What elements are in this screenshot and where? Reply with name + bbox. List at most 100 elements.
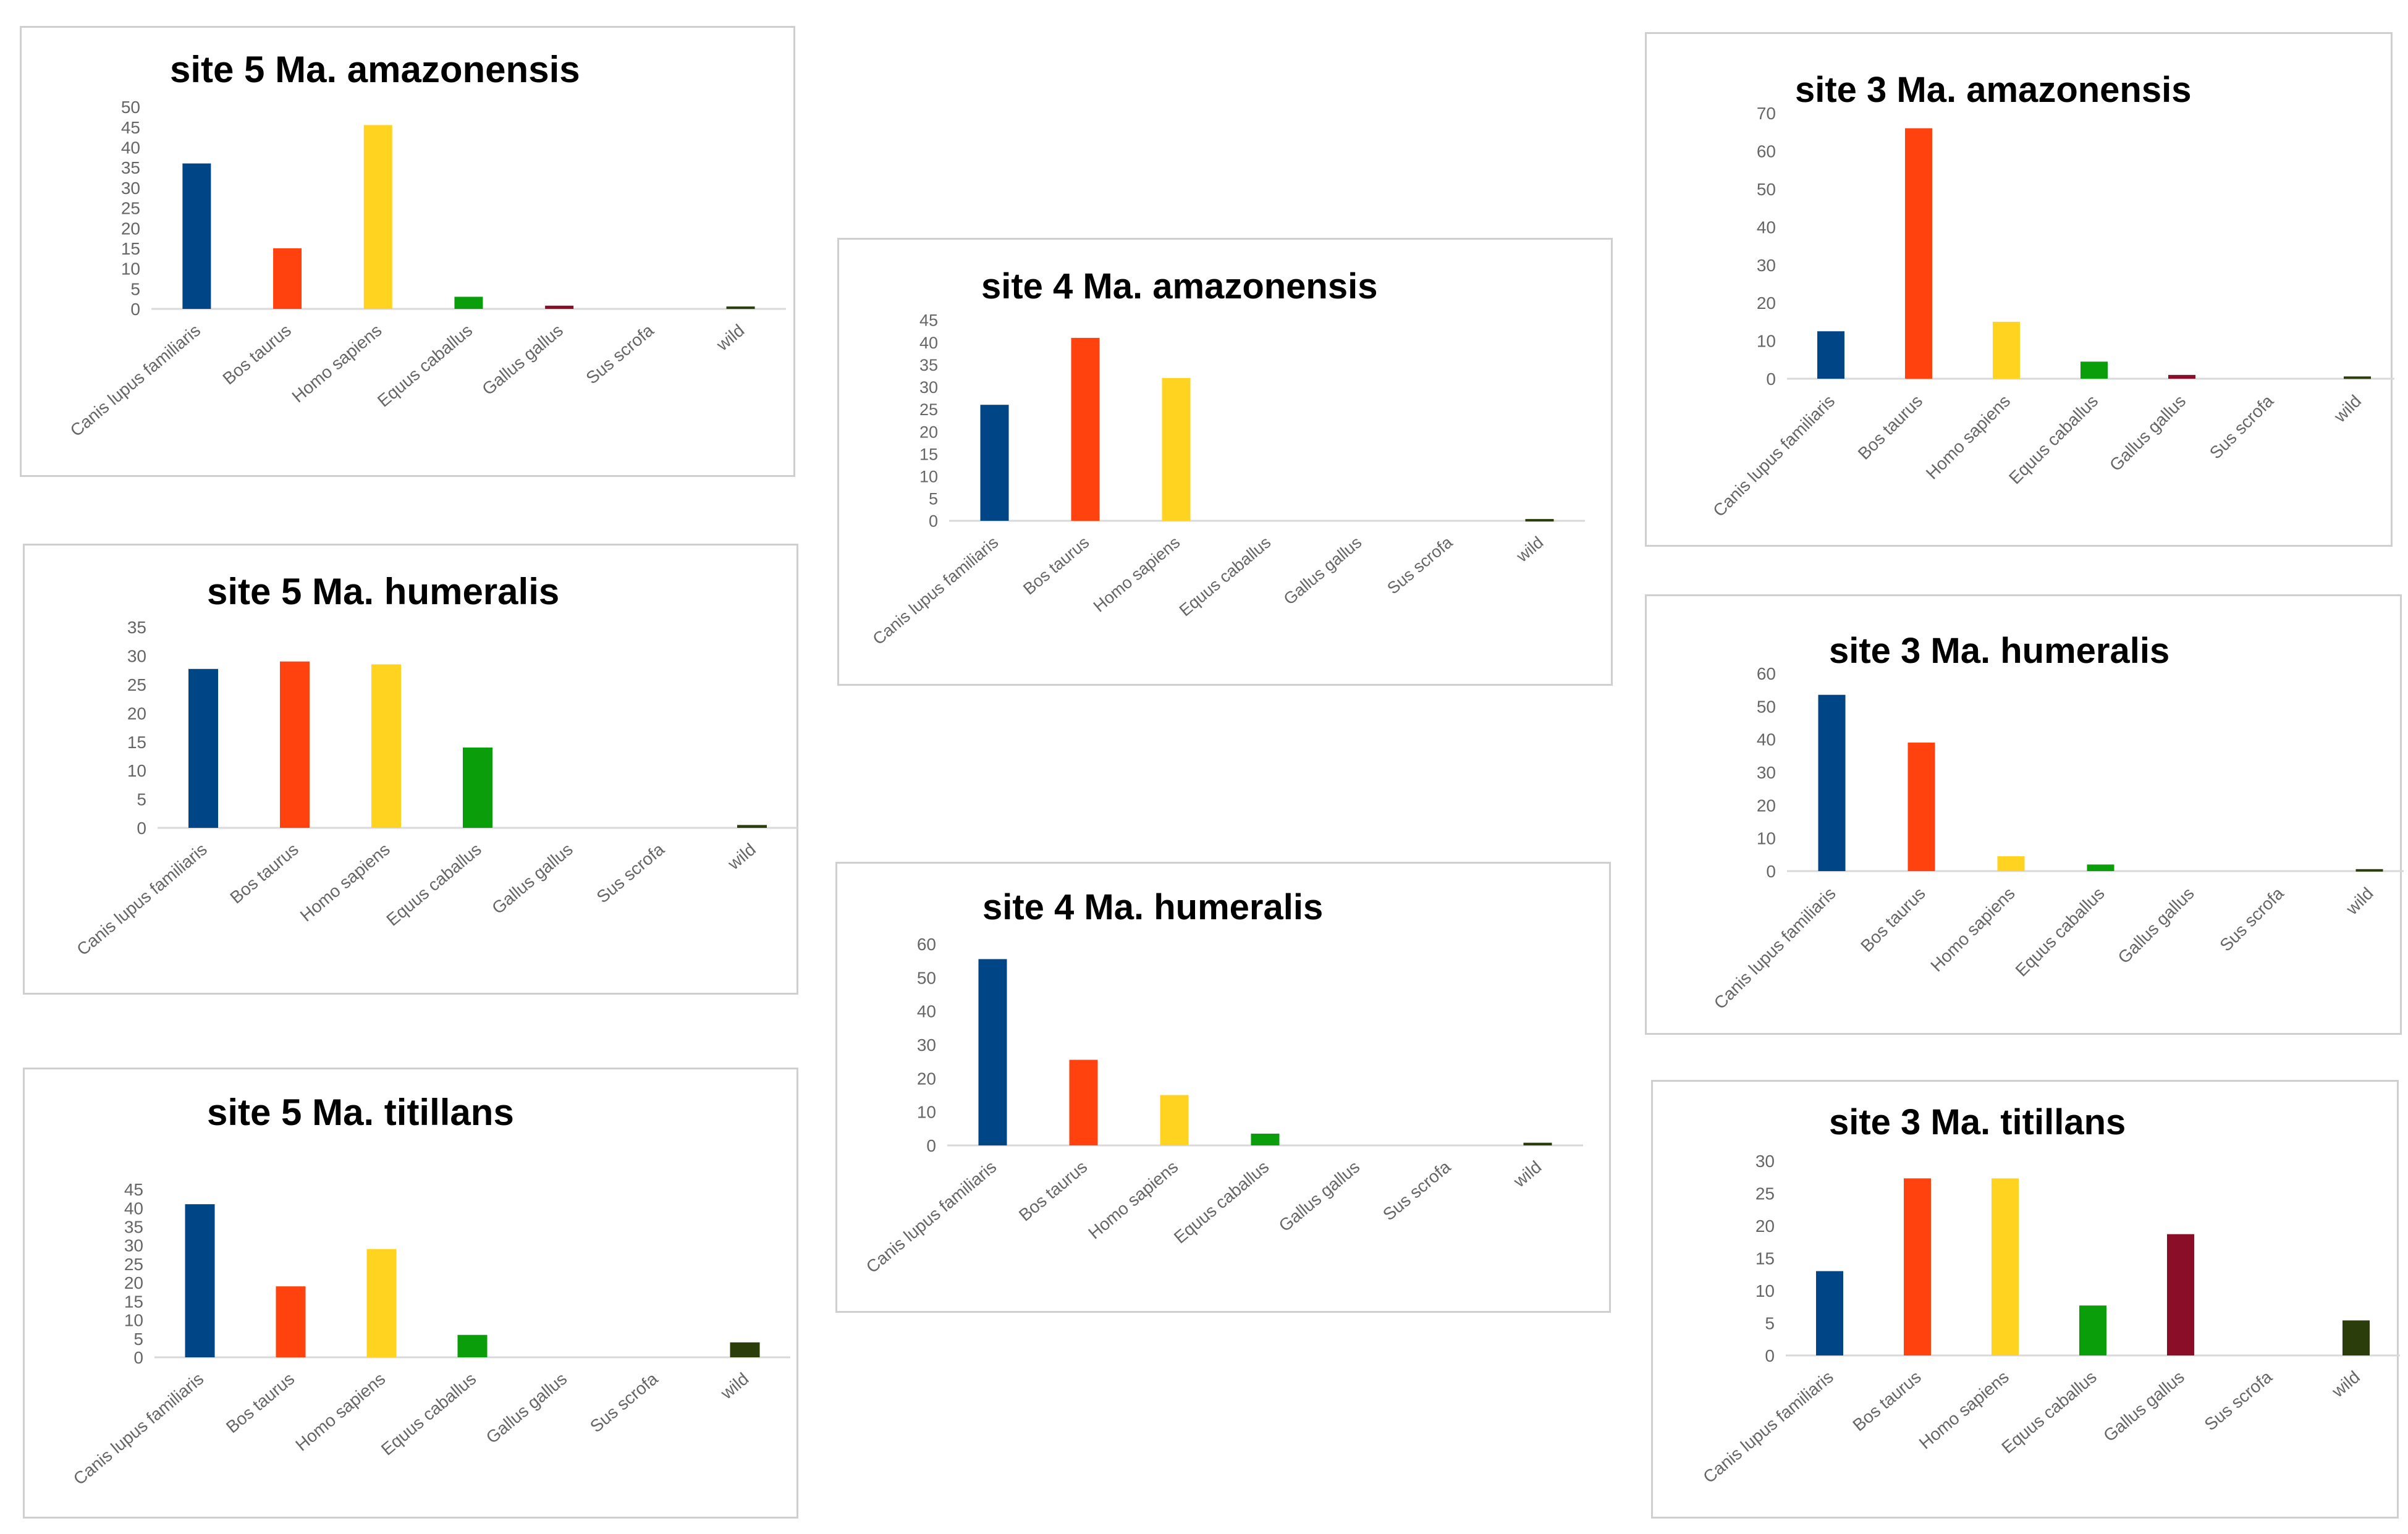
y-tick-label: 25: [919, 400, 938, 419]
bar-wild: [726, 306, 755, 310]
chart-title: site 3 Ma. humeralis: [1829, 631, 2169, 671]
bar-bos-taurus: [1069, 1060, 1098, 1145]
bar-wild: [1523, 1142, 1552, 1145]
y-tick-label: 30: [127, 647, 146, 666]
x-category-label: Homo sapiens: [292, 1369, 389, 1455]
bar-canis-lupus-familiaris: [980, 405, 1009, 521]
y-tick-label: 40: [919, 334, 938, 352]
x-category-label: Gallus gallus: [488, 840, 577, 918]
bar-wild: [2343, 1320, 2370, 1355]
bar-homo-sapiens: [1162, 377, 1191, 521]
bar-equus-caballus: [2081, 361, 2108, 379]
x-category-label: wild: [2330, 391, 2365, 426]
y-tick-label: 0: [1765, 1346, 1775, 1365]
x-category-label: Canis lupus familiaris: [70, 1369, 208, 1489]
bar-chart-7: site 3 Ma. humeralis 0 10 20 30 40 50 60 Canis l…: [1710, 631, 2404, 1013]
y-tick-label: 20: [919, 423, 938, 441]
chart-panel-site4-amazonensis: site 4 Ma. amazonensis 0 5 10 15 20 25 30 35 40 45…: [837, 238, 1613, 686]
x-category-label: Canis lupus familiaris: [863, 1157, 1000, 1277]
y-tick-label: 15: [919, 445, 938, 463]
chart-panel-site3-amazonensis: site 3 Ma. amazonensis 0 10 20 30 40 50 60 70 Can…: [1645, 32, 2394, 547]
x-category-label: Canis lupus familiaris: [1709, 391, 1838, 520]
y-tick-label: 40: [121, 138, 140, 157]
y-tick-label: 25: [121, 199, 140, 218]
bar-homo-sapiens: [1997, 856, 2025, 871]
y-tick-label: 20: [127, 704, 146, 723]
bar-canis-lupus-familiaris: [1817, 331, 1844, 379]
bar-wild: [730, 1342, 760, 1357]
y-tick-label: 0: [133, 1348, 143, 1367]
y-tick-label: 60: [1757, 664, 1776, 683]
y-tick-label: 10: [1757, 829, 1776, 848]
y-tick-label: 40: [124, 1199, 143, 1218]
y-tick-label: 5: [130, 279, 140, 298]
y-tick-label: 30: [917, 1035, 936, 1055]
y-tick-label: 5: [929, 490, 938, 508]
x-category-label: Homo sapiens: [1927, 883, 2018, 975]
y-tick-label: 0: [1766, 369, 1776, 389]
bar-canis-lupus-familiaris: [188, 668, 218, 828]
y-tick-label: 15: [1755, 1249, 1775, 1268]
x-category-label: Bos taurus: [222, 1369, 298, 1437]
y-tick-label: 40: [1757, 217, 1776, 237]
x-category-label: Sus scrofa: [1384, 533, 1456, 598]
x-category-label: Sus scrofa: [2216, 883, 2288, 955]
y-tick-label: 0: [926, 1136, 936, 1155]
y-tick-label: 35: [124, 1218, 143, 1237]
x-category-label: wild: [1513, 533, 1547, 567]
x-category-label: Equus caballus: [1176, 533, 1275, 620]
y-tick-label: 60: [917, 935, 936, 954]
x-category-label: wild: [2328, 1367, 2364, 1401]
bar-canis-lupus-familiaris: [1816, 1271, 1843, 1355]
x-category-label: Sus scrofa: [582, 321, 657, 388]
x-category-label: Canis lupus familiaris: [869, 533, 1002, 649]
y-tick-label: 20: [1757, 796, 1776, 815]
x-category-label: Canis lupus familiaris: [67, 321, 205, 440]
bar-canis-lupus-familiaris: [185, 1204, 215, 1357]
y-tick-label: 20: [1755, 1216, 1775, 1236]
bar-equus-caballus: [2079, 1305, 2106, 1355]
y-tick-label: 40: [917, 1002, 936, 1021]
x-category-label: wild: [1510, 1157, 1545, 1191]
y-tick-label: 40: [1757, 730, 1776, 749]
bar-wild: [737, 825, 767, 828]
y-tick-label: 50: [121, 98, 140, 117]
x-category-label: Equus caballus: [374, 321, 476, 411]
y-tick-label: 50: [1757, 697, 1776, 716]
chart-panel-site5-amazonensis: site 5 Ma. amazonensis 0 5 10 15 20 25 30 35 40 45…: [20, 26, 795, 477]
x-category-label: Bos taurus: [1015, 1157, 1091, 1225]
y-tick-label: 15: [124, 1292, 143, 1311]
x-category-label: Bos taurus: [1849, 1367, 1924, 1435]
x-category-label: Bos taurus: [1854, 391, 1927, 463]
y-tick-label: 10: [127, 761, 146, 780]
x-category-label: Homo sapiens: [1922, 391, 2014, 483]
bar-gallus-gallus: [2168, 374, 2195, 379]
bar-wild: [1525, 519, 1554, 522]
y-tick-label: 70: [1757, 104, 1776, 123]
x-category-label: Homo sapiens: [297, 840, 394, 925]
y-tick-label: 10: [919, 467, 938, 486]
y-tick-label: 30: [1757, 763, 1776, 782]
bar-bos-taurus: [1907, 743, 1935, 871]
chart-title: site 4 Ma. humeralis: [982, 887, 1323, 927]
x-category-label: Homo sapiens: [1090, 533, 1183, 616]
bar-equus-caballus: [454, 297, 483, 309]
x-category-label: Canis lupus familiaris: [1710, 883, 1840, 1013]
bar-homo-sapiens: [1992, 1178, 2019, 1355]
y-tick-label: 50: [917, 968, 936, 987]
x-category-label: wild: [724, 840, 759, 874]
y-tick-label: 10: [124, 1311, 143, 1330]
y-tick-label: 10: [1755, 1281, 1775, 1300]
x-category-label: Bos taurus: [1020, 533, 1092, 599]
bar-chart-6: site 3 Ma. amazonensis 0 10 20 30 40 50 60 70 Can…: [1709, 70, 2394, 520]
y-tick-label: 5: [137, 790, 146, 809]
x-category-label: Equus caballus: [378, 1369, 479, 1459]
x-category-label: Equus caballus: [2005, 391, 2102, 487]
y-tick-label: 30: [124, 1236, 143, 1255]
y-tick-label: 10: [1757, 332, 1776, 351]
x-category-label: Bos taurus: [219, 321, 294, 389]
y-tick-label: 0: [137, 819, 146, 838]
y-tick-label: 15: [127, 733, 146, 752]
